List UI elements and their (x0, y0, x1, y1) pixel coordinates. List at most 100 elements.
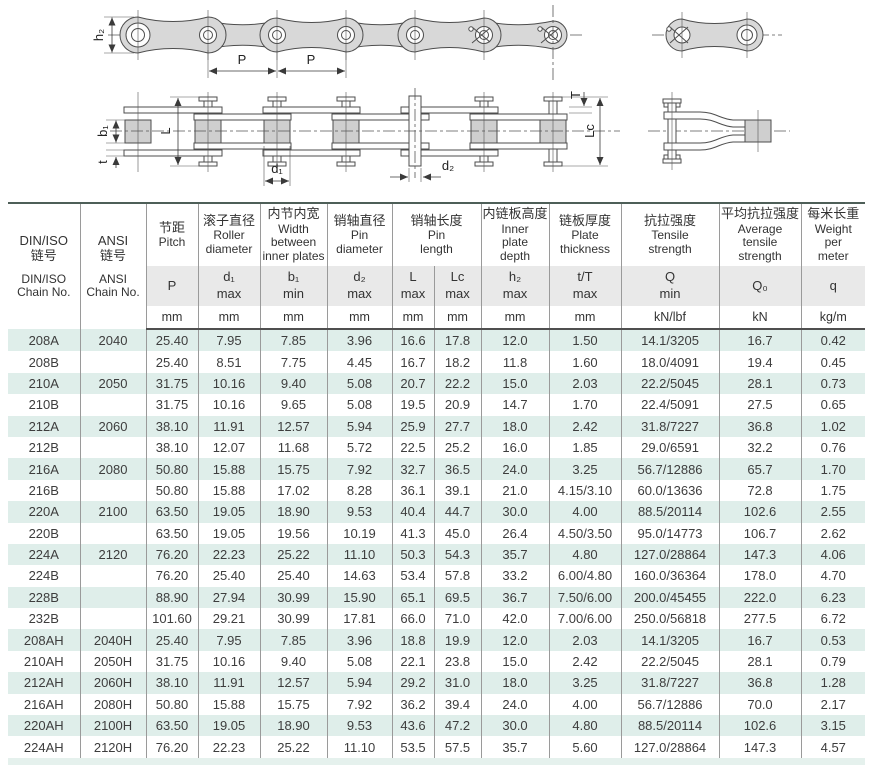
cell-roller-diameter: 19.05 (198, 715, 261, 737)
cell-ansi-chain-no (80, 351, 147, 373)
cell-pitch: 50.80 (146, 479, 199, 502)
cell-average-tensile-strength: 102.6 (719, 501, 802, 523)
cell-plate-thickness: 7.00/6.00 (549, 608, 622, 630)
cell-average-tensile-strength: 147.3 (719, 543, 802, 566)
header-symbol-row: P d₁ max b₁ min d₂ max L max Lc max h₂ m… (8, 266, 866, 306)
cell-pin-length-lc: 36.5 (434, 458, 482, 480)
cell-roller-diameter: 22.23 (198, 543, 261, 566)
header-ansi-zh: ANSI 链号 (97, 233, 129, 264)
cell-inner-plate-depth: 33.2 (481, 565, 550, 587)
cell-din-chain-no: 224AH (8, 736, 81, 758)
cell-inner-plate-depth: 35.7 (481, 736, 550, 758)
cell-average-tensile-strength: 106.7 (719, 522, 802, 544)
rollers (124, 119, 567, 144)
cell-pin-length-l: 16.6 (392, 329, 435, 352)
cell-ansi-chain-no: 2100 (80, 501, 147, 523)
header-ansi: ANSI 链号 ANSI Chain No. (80, 203, 147, 329)
cell-tensile-strength: 56.7/12886 (621, 458, 720, 480)
cell-pitch: 50.80 (146, 693, 199, 716)
dim-b1: b₁ (95, 119, 128, 144)
cell-ansi-chain-no: 2050H (80, 650, 147, 673)
cell-din-chain-no: 208B (8, 351, 81, 373)
cell-pitch: 31.75 (146, 372, 199, 395)
cell-inner-plate-depth: 30.0 (481, 501, 550, 523)
dim-p: P P (207, 50, 347, 78)
unit-Q: kN/lbf (621, 306, 720, 330)
cell-pin-diameter: 9.53 (327, 715, 393, 737)
cell-inner-width: 17.02 (260, 479, 328, 502)
cell-pin-diameter: 5.08 (327, 372, 393, 395)
cell-din-chain-no: 212B (8, 436, 81, 459)
cell-tensile-strength: 88.5/20114 (621, 501, 720, 523)
cell-ansi-chain-no (80, 479, 147, 502)
cell-plate-thickness: 4.80 (549, 715, 622, 737)
cell-pin-length-lc: 20.9 (434, 394, 482, 416)
cell-pin-diameter: 9.53 (327, 501, 393, 523)
cell-din-chain-no: 208AH (8, 629, 81, 651)
table-row: 224A 2120 76.20 22.23 25.22 11.10 50.3 54.3 35.7… (8, 543, 866, 566)
header-din-iso: DIN/ISO 链号 DIN/ISO Chain No. (8, 203, 81, 329)
cell-plate-thickness: 2.42 (549, 650, 622, 673)
cell-weight-per-meter: 6.72 (820, 611, 846, 627)
cell-pitch: 31.75 (146, 394, 199, 416)
header-unit-row: mm mm mm mm mm mm mm mm kN/lbf kN kg/m (8, 306, 866, 330)
cell-inner-width: 9.40 (260, 372, 328, 395)
cell-inner-width: 30.99 (260, 586, 328, 609)
cell-roller-diameter: 7.95 (198, 329, 261, 352)
cell-din-chain-no: 220AH (8, 715, 81, 737)
cell-plate-thickness: 2.03 (549, 629, 622, 651)
cell-pitch: 76.20 (146, 736, 199, 758)
cell-inner-plate-depth: 24.0 (481, 458, 550, 480)
cell-inner-plate-depth: 18.0 (481, 415, 550, 437)
cell-pitch: 63.50 (146, 522, 199, 544)
table-row: 220A 2100 63.50 19.05 18.90 9.53 40.4 44.7 30.0 4… (8, 501, 866, 523)
cell-weight-per-meter: 0.73 (801, 372, 866, 395)
chain-plan-view: h₂ P P (91, 5, 585, 80)
sym-q: q (801, 266, 866, 306)
spec-table-header: DIN/ISO 链号 DIN/ISO Chain No. ANSI 链号 ANS… (8, 203, 866, 330)
table-row: 212A 2060 38.10 11.91 12.57 5.94 25.9 27.7 18.0 2… (8, 415, 866, 437)
cell-tensile-strength: 88.5/20114 (621, 715, 720, 737)
cell-pin-diameter: 7.92 (327, 458, 393, 480)
cell-pin-length-l: 53.5 (392, 736, 435, 758)
header-plate-thickness: 链板厚度 Plate thickness (549, 203, 622, 266)
cell-average-tensile-strength: 222.0 (719, 586, 802, 609)
cell-plate-thickness: 5.60 (549, 736, 622, 758)
dim-label-d1: d₁ (271, 161, 283, 176)
dim-d2: d₂ (390, 158, 454, 182)
header-average-tensile-strength: 平均抗拉强度 Average tensile strength (719, 203, 802, 266)
cell-average-tensile-strength: 65.7 (719, 458, 802, 480)
cell-pin-diameter: 5.94 (327, 672, 393, 694)
cell-tensile-strength: 56.7/12886 (621, 693, 720, 716)
cell-pin-diameter: 8.28 (327, 479, 393, 502)
cell-ansi-chain-no (80, 586, 147, 609)
cell-pin-length-l: 36.2 (392, 693, 435, 716)
cell-roller-diameter: 12.07 (198, 436, 261, 459)
cell-din-chain-no: 212A (8, 415, 81, 437)
unit-tT: mm (549, 306, 622, 330)
dim-label-p1: P (238, 52, 247, 67)
cell-pin-diameter: 11.10 (327, 736, 393, 758)
table-row: 208B 25.40 8.51 7.75 4.45 16.7 18.2 11.8 1.60 18.… (8, 351, 865, 373)
cell-pin-length-l: 19.5 (392, 394, 435, 416)
cell-roller-diameter: 19.05 (198, 522, 261, 544)
cell-inner-plate-depth: 24.0 (481, 693, 550, 716)
cell-inner-plate-depth: 18.0 (481, 672, 550, 694)
cell-roller-diameter: 11.91 (198, 415, 261, 437)
cell-plate-thickness: 2.42 (549, 415, 622, 437)
table-row: 220B 63.50 19.05 19.56 10.19 41.3 45.0 26.4 4.50… (8, 522, 865, 544)
cell-pin-diameter: 11.10 (327, 543, 393, 566)
cell-pin-diameter: 5.94 (327, 415, 393, 437)
cell-tensile-strength: 14.1/3205 (621, 629, 720, 651)
cell-inner-width: 19.56 (260, 522, 328, 544)
dim-label-t: t (95, 160, 110, 164)
table-row: 216A 2080 50.80 15.88 15.75 7.92 32.7 36.5 24.0 3… (8, 458, 866, 480)
cell-tensile-strength: 95.0/14773 (621, 522, 720, 544)
cell-weight-per-meter: 3.15 (801, 715, 866, 737)
cell-pitch: 25.40 (146, 629, 199, 651)
cell-pitch: 88.90 (146, 586, 199, 609)
cell-weight-per-meter: 4.57 (820, 739, 846, 755)
cell-ansi-chain-no: 2060H (80, 672, 147, 694)
cell-din-chain-no: 212AH (8, 672, 81, 694)
